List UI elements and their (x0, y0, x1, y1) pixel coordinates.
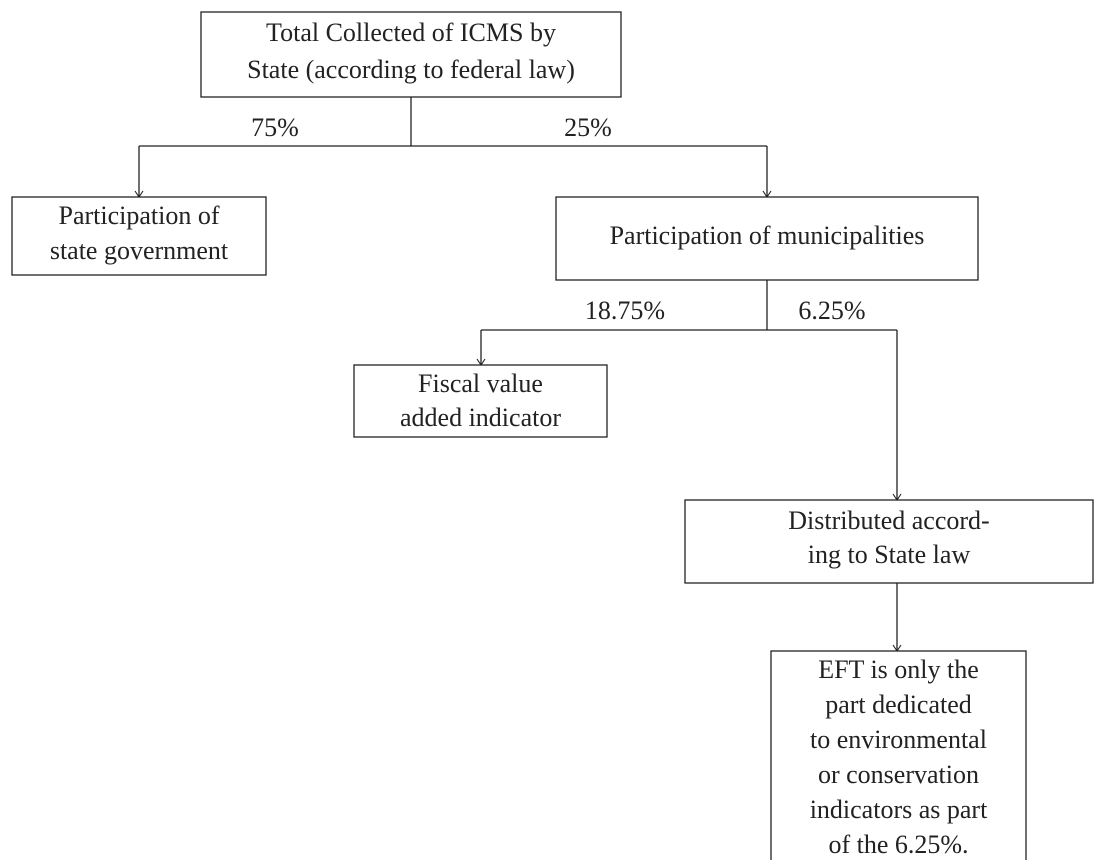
node-label: state government (50, 236, 229, 265)
node-box (200, 11, 622, 98)
node-label: part dedicated (825, 690, 972, 719)
node-box (11, 196, 267, 276)
node-label: to environmental (810, 725, 987, 754)
node: Participation of state government (11, 196, 267, 276)
node: Participation of municipalities (555, 196, 979, 281)
node-label: added indicator (400, 403, 561, 432)
node-label: of the 6.25%. (828, 830, 968, 859)
edge-label: 18.75% (585, 296, 665, 325)
node: Total Collected of ICMS by State (accordi… (200, 11, 622, 98)
node-label: Participation of (58, 201, 219, 230)
node-label: Participation of municipalities (610, 221, 925, 250)
node-label: Total Collected of ICMS by (266, 18, 556, 47)
node: Distributed accord-ing to State law (684, 499, 1094, 584)
node-label: State (according to federal law) (247, 55, 575, 84)
node-box (555, 196, 979, 281)
node-box (684, 499, 1094, 584)
node-box (353, 364, 608, 438)
connectors (134, 97, 902, 652)
edge-label: 6.25% (798, 296, 865, 325)
node-label: Distributed accord- (788, 506, 989, 535)
node: EFT is only the part dedicated to environm… (770, 650, 1027, 860)
edge-label: 25% (564, 113, 612, 142)
node-label: indicators as part (810, 795, 988, 824)
edge-label: 75% (251, 113, 299, 142)
node: Fiscal value added indicator (353, 364, 608, 438)
node-box (770, 650, 1027, 860)
node-label: Fiscal value (418, 369, 543, 398)
node-label: ing to State law (808, 540, 971, 569)
node-label: EFT is only the (818, 655, 979, 684)
node-label: or conservation (818, 760, 979, 789)
